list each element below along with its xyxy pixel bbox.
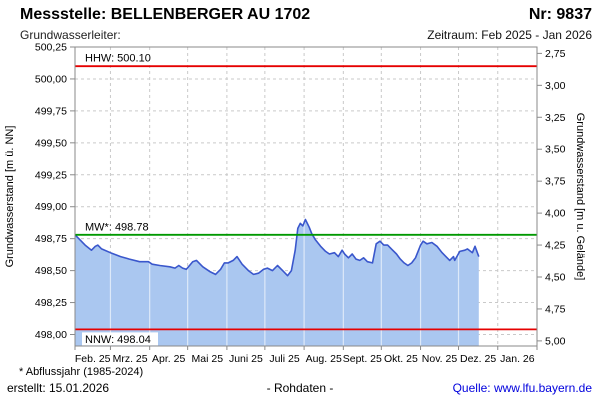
y-right-tick-label: 4,00	[545, 208, 566, 220]
y-right-tick-label: 3,50	[545, 144, 566, 156]
y-left-tick-label: 498,50	[35, 265, 67, 277]
data-type-label: - Rohdaten -	[266, 381, 334, 395]
y-right-tick-label: 3,00	[545, 80, 566, 92]
x-month-label: Feb. 25	[75, 353, 111, 365]
x-month-label: Okt. 25	[384, 353, 418, 365]
y-left-tick-label: 499,75	[35, 105, 67, 117]
x-month-label: Aug. 25	[306, 353, 342, 365]
y-left-tick-label: 500,25	[35, 42, 67, 54]
aquifer-label: Grundwasserleiter:	[20, 28, 121, 42]
period-label: Zeitraum: Feb 2025 - Jan 2026	[427, 28, 592, 42]
page-title: Messstelle: BELLENBERGER AU 1702	[20, 6, 311, 23]
y-left-tick-label: 499,50	[35, 137, 67, 149]
plot-border	[74, 46, 538, 347]
x-month-label: Sept. 25	[343, 353, 382, 365]
y-left-tick-label: 498,75	[35, 233, 67, 245]
ref-label-bg-nnw	[82, 332, 158, 346]
y-left-tick-label: 498,25	[35, 297, 67, 309]
line-series	[74, 218, 480, 277]
y-right-tick-label: 2,75	[545, 48, 566, 60]
y-right-tick-label: 4,50	[545, 272, 566, 284]
y-right-tick-label: 4,75	[545, 303, 566, 315]
footnote-abflussjahr: * Abflussjahr (1985-2024)	[19, 366, 144, 378]
ref-label-hhw: HHW: 500.10	[85, 53, 151, 65]
y-right-axis-title: Grundwasserstand [m u. Gelände]	[574, 113, 586, 281]
x-month-label: Mai 25	[192, 353, 224, 365]
y-right-tick-label: 3,25	[545, 112, 566, 124]
y-left-tick-label: 499,25	[35, 169, 67, 181]
x-month-label: Mrz. 25	[113, 353, 148, 365]
x-month-label: Jan. 26	[500, 353, 535, 365]
y-left-tick-label: 500,00	[35, 73, 67, 85]
ref-label-nnw: NNW: 498.04	[85, 334, 151, 346]
x-month-label: Apr. 25	[152, 353, 185, 365]
ref-label-bg-mw	[82, 219, 158, 233]
ref-label-mw: MW*: 498.78	[85, 221, 149, 233]
y-left-tick-label: 498,00	[35, 329, 67, 341]
x-month-label: Juli 25	[269, 353, 300, 365]
y-right-tick-label: 3,75	[545, 176, 566, 188]
x-month-label: Juni 25	[229, 353, 263, 365]
x-month-label: Dez. 25	[460, 353, 496, 365]
created-date: erstellt: 15.01.2026	[7, 381, 110, 395]
groundwater-chart: HHW: 500.10 MW*: 498.78 NNW: 498.04 500,25 5…	[4, 42, 586, 366]
area-series	[75, 219, 479, 346]
station-number: Nr: 9837	[528, 6, 592, 23]
ref-label-bg-hhw	[82, 51, 158, 65]
x-month-label: Nov. 25	[422, 353, 458, 365]
y-left-axis-title: Grundwasserstand [m ü. NN]	[4, 126, 16, 268]
source-link[interactable]: Quelle: www.lfu.bayern.de	[452, 381, 592, 395]
y-right-tick-label: 5,00	[545, 335, 566, 347]
y-left-tick-label: 499,00	[35, 201, 67, 213]
y-right-tick-label: 4,25	[545, 240, 566, 252]
